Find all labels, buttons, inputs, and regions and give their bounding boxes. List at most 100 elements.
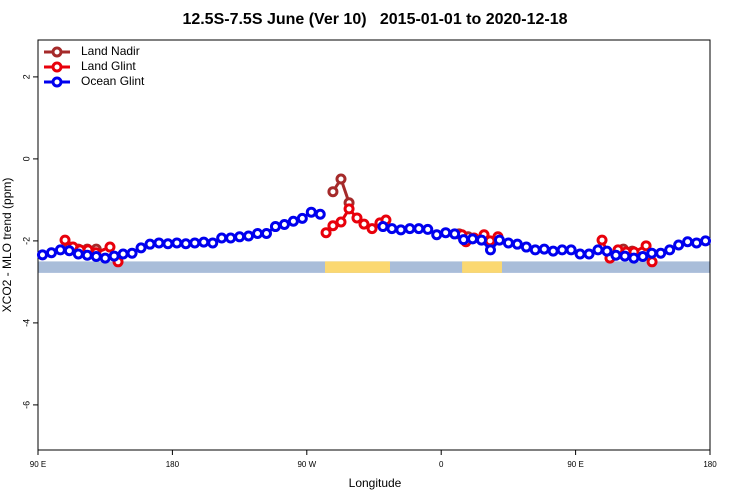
legend-label: Land Nadir [81,44,140,58]
point [592,244,604,256]
y-tick-label: -2 [21,237,31,245]
point [59,234,71,246]
x-tick-label: 0 [439,460,444,469]
point [547,245,559,257]
point [126,247,138,259]
x-tick-label: 90 W [297,460,316,469]
point [243,230,255,242]
point [343,203,355,215]
point [449,228,461,240]
point [640,240,652,252]
y-tick-label: 2 [21,74,31,79]
point [260,228,272,240]
point [619,250,631,262]
point [511,238,523,250]
point [655,247,667,259]
point [538,243,550,255]
point [327,186,339,198]
point [637,250,649,262]
point [646,256,658,268]
land-segment [462,261,502,273]
point [108,250,120,262]
point [335,216,347,228]
point [351,212,363,224]
point [99,252,111,264]
point [565,244,577,256]
legend-label: Land Glint [81,59,136,73]
point [225,232,237,244]
point [596,234,608,246]
point [72,248,84,260]
point [296,212,308,224]
point [556,244,568,256]
land-segment [325,261,390,273]
point [45,247,57,259]
point [673,239,685,251]
y-tick-label: -6 [21,401,31,409]
point [207,237,219,249]
chart-title: 12.5S-7.5S June (Ver 10) 2015-01-01 to 2… [182,11,567,28]
point [700,235,712,247]
point [664,244,676,256]
point [404,223,416,235]
plot-frame [37,39,711,451]
y-axis-label: XCO2 - MLO trend (ppm) [0,178,14,313]
point [583,248,595,260]
x-axis-label: Longitude [349,476,402,490]
x-tick-label: 90 E [30,460,46,469]
point [386,223,398,235]
point [90,250,102,262]
point [36,249,48,261]
legend-marker [51,76,63,88]
point [691,237,703,249]
point [305,206,317,218]
point [320,227,332,239]
point [682,236,694,248]
x-tick-label: 180 [703,460,717,469]
point [458,234,470,246]
point [529,244,541,256]
point [153,237,165,249]
point [269,221,281,233]
legend-marker [51,46,63,58]
point [574,248,586,260]
point [314,208,326,220]
point [198,236,210,248]
point [358,218,370,230]
point [171,237,183,249]
point [54,244,66,256]
point [216,232,228,244]
point [117,248,129,260]
point [610,249,622,261]
point [189,237,201,249]
point [63,245,75,257]
point [377,221,389,233]
point [135,242,147,254]
point [467,233,479,245]
x-tick-label: 180 [166,460,180,469]
point [81,249,93,261]
point [493,234,505,246]
point [395,224,407,236]
point [422,223,434,235]
point [431,229,443,241]
point [601,245,613,257]
point [278,219,290,230]
point [628,252,640,264]
x-tick-label: 90 E [567,460,583,469]
point [335,173,347,185]
point [252,228,264,240]
point [413,223,425,235]
point [104,241,116,253]
legend-marker [51,61,63,73]
point [502,237,514,249]
point [287,215,299,227]
point [520,241,532,253]
point [162,238,174,250]
point [484,244,496,256]
point [180,238,192,250]
point [476,234,488,246]
y-tick-label: -4 [21,319,31,327]
point [646,247,658,259]
